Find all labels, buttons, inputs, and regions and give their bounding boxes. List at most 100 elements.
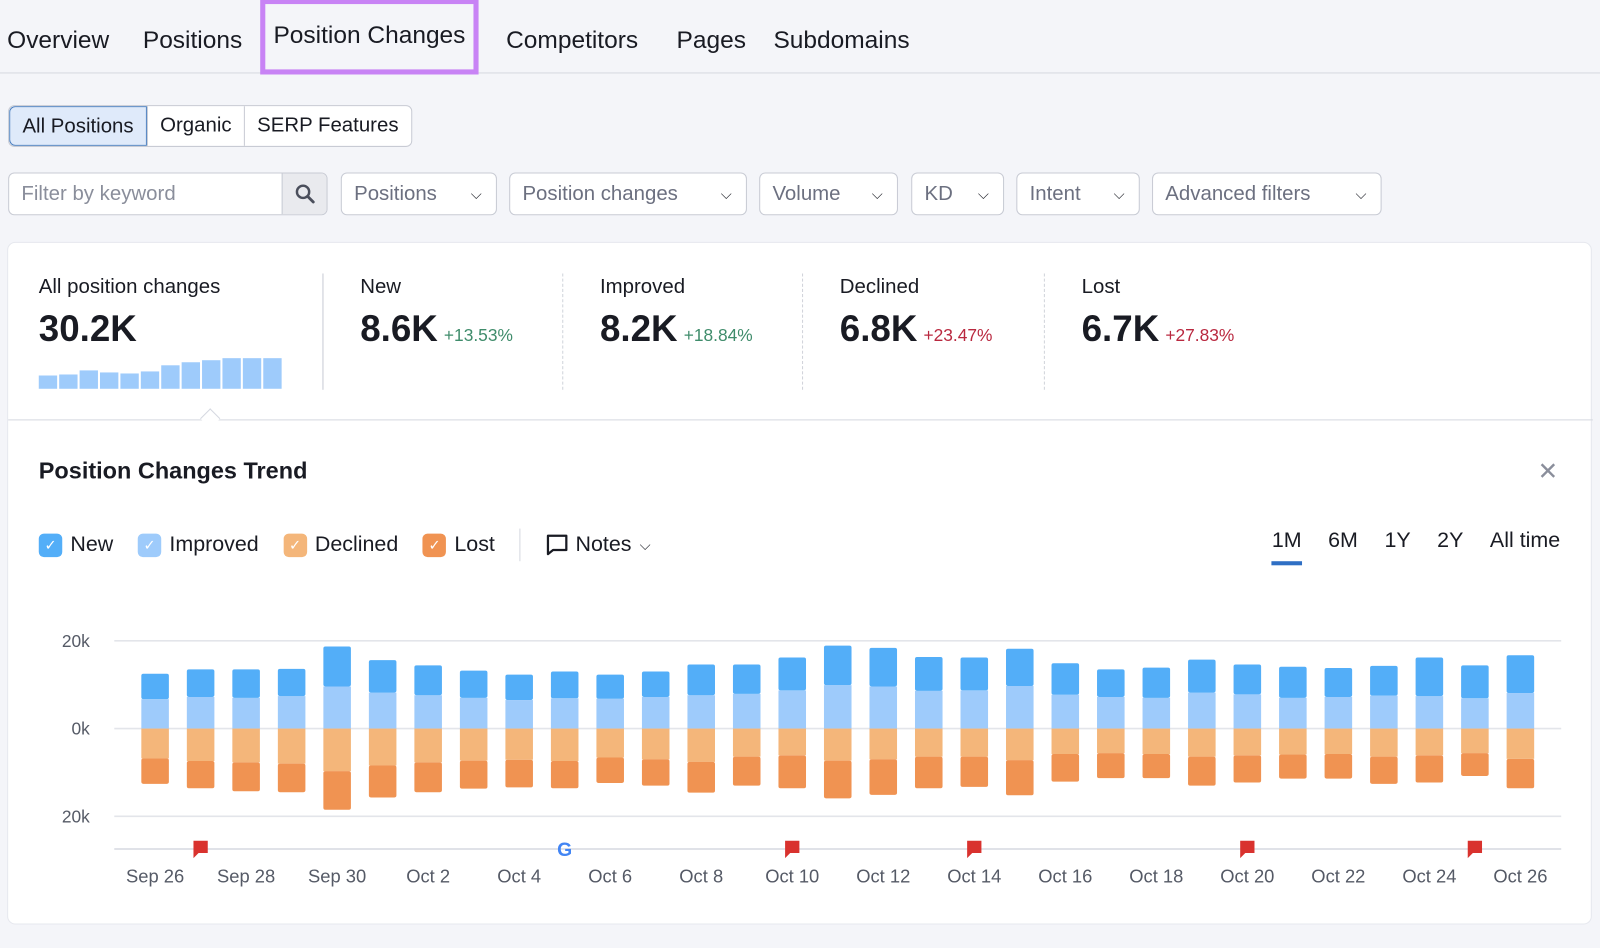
bar-improved[interactable]: [1370, 695, 1398, 729]
metric-declined[interactable]: Declined 6.8K +23.47%: [840, 276, 993, 350]
bar-declined[interactable]: [459, 728, 488, 761]
bar-new[interactable]: [277, 668, 306, 697]
bar-declined[interactable]: [186, 728, 215, 762]
bar-new[interactable]: [1233, 664, 1262, 695]
bar-improved[interactable]: [732, 693, 761, 729]
google-update-icon[interactable]: G: [557, 839, 572, 861]
bar-new[interactable]: [550, 671, 579, 699]
bar-declined[interactable]: [732, 728, 761, 757]
bar-improved[interactable]: [323, 686, 351, 729]
intent-dropdown[interactable]: Intent ⌵: [1016, 172, 1140, 216]
bar-lost[interactable]: [1279, 754, 1307, 779]
bar-improved[interactable]: [1051, 694, 1080, 729]
bar-declined[interactable]: [1051, 728, 1080, 755]
tab-positions[interactable]: Positions: [142, 26, 243, 55]
bar-lost[interactable]: [1461, 753, 1489, 776]
bar-lost[interactable]: [141, 758, 169, 784]
advanced-filters-dropdown[interactable]: Advanced filters ⌵: [1152, 172, 1382, 216]
bar-new[interactable]: [1324, 668, 1353, 697]
bar-lost[interactable]: [869, 759, 898, 795]
tab-subdomains[interactable]: Subdomains: [773, 26, 910, 55]
bar-improved[interactable]: [232, 697, 260, 729]
bar-new[interactable]: [687, 664, 715, 696]
bar-new[interactable]: [1097, 669, 1125, 697]
bar-improved[interactable]: [1415, 696, 1444, 729]
bar-lost[interactable]: [1097, 753, 1125, 779]
bar-new[interactable]: [1415, 657, 1444, 697]
range-all-time[interactable]: All time: [1489, 528, 1561, 553]
bar-lost[interactable]: [960, 756, 989, 787]
bar-improved[interactable]: [141, 699, 169, 729]
bar-new[interactable]: [1051, 663, 1080, 695]
tab-pages[interactable]: Pages: [676, 26, 746, 55]
bar-new[interactable]: [869, 647, 898, 687]
bar-lost[interactable]: [1415, 755, 1444, 783]
metric-new[interactable]: New 8.6K +13.53%: [360, 276, 513, 350]
bar-lost[interactable]: [550, 761, 579, 789]
bar-declined[interactable]: [1415, 728, 1444, 756]
bar-improved[interactable]: [186, 696, 215, 729]
bar-lost[interactable]: [1006, 760, 1034, 796]
bar-declined[interactable]: [596, 728, 624, 758]
bar-new[interactable]: [641, 671, 670, 697]
bar-lost[interactable]: [732, 756, 761, 786]
bar-declined[interactable]: [1097, 728, 1125, 754]
bar-new[interactable]: [1370, 665, 1398, 696]
legend-improved[interactable]: ✓ Improved: [137, 533, 259, 557]
note-flag-icon[interactable]: [1240, 840, 1255, 859]
bar-improved[interactable]: [368, 692, 397, 729]
range-6m[interactable]: 6M: [1328, 528, 1358, 553]
bar-lost[interactable]: [323, 771, 351, 810]
bar-lost[interactable]: [1051, 754, 1080, 782]
bar-improved[interactable]: [596, 698, 624, 729]
legend-declined[interactable]: ✓ Declined: [283, 533, 398, 557]
bar-declined[interactable]: [960, 728, 989, 757]
bar-new[interactable]: [1506, 655, 1535, 694]
bar-declined[interactable]: [141, 728, 169, 759]
segment-all-positions[interactable]: All Positions: [9, 106, 147, 146]
search-button[interactable]: [281, 173, 327, 215]
bar-declined[interactable]: [1142, 728, 1171, 755]
bar-lost[interactable]: [1506, 758, 1535, 789]
bar-improved[interactable]: [459, 697, 488, 729]
keyword-filter-input[interactable]: [9, 173, 283, 215]
bar-declined[interactable]: [687, 728, 715, 762]
bar-improved[interactable]: [687, 695, 715, 729]
bar-lost[interactable]: [277, 763, 306, 793]
bar-improved[interactable]: [1461, 698, 1489, 729]
bar-lost[interactable]: [641, 759, 670, 786]
bar-improved[interactable]: [914, 690, 943, 729]
tab-competitors[interactable]: Competitors: [506, 26, 639, 55]
bar-declined[interactable]: [1324, 728, 1353, 755]
metric-lost[interactable]: Lost 6.7K +27.83%: [1082, 276, 1235, 350]
bar-lost[interactable]: [1233, 755, 1262, 783]
bar-improved[interactable]: [277, 696, 306, 729]
bar-new[interactable]: [823, 645, 852, 686]
positions-dropdown[interactable]: Positions ⌵: [340, 172, 497, 216]
bar-improved[interactable]: [960, 690, 989, 729]
bar-declined[interactable]: [277, 728, 306, 764]
bar-lost[interactable]: [1142, 754, 1171, 779]
bar-declined[interactable]: [1006, 728, 1034, 761]
bar-declined[interactable]: [505, 728, 533, 760]
bar-improved[interactable]: [641, 696, 670, 729]
bar-declined[interactable]: [1506, 728, 1535, 759]
bar-declined[interactable]: [1370, 728, 1398, 757]
bar-declined[interactable]: [778, 728, 807, 756]
bar-declined[interactable]: [414, 728, 442, 763]
bar-improved[interactable]: [869, 686, 898, 729]
tab-position-changes[interactable]: Position Changes: [260, 0, 479, 75]
bar-new[interactable]: [505, 674, 533, 701]
volume-dropdown[interactable]: Volume ⌵: [759, 172, 898, 216]
bar-new[interactable]: [323, 646, 351, 687]
tab-overview[interactable]: Overview: [7, 26, 110, 55]
kd-dropdown[interactable]: KD ⌵: [911, 172, 1005, 216]
bar-lost[interactable]: [1370, 756, 1398, 784]
bar-improved[interactable]: [550, 698, 579, 729]
bar-improved[interactable]: [414, 695, 442, 729]
note-flag-icon[interactable]: [785, 840, 800, 859]
note-flag-icon[interactable]: [967, 840, 982, 859]
bar-declined[interactable]: [368, 728, 397, 766]
bar-new[interactable]: [1188, 659, 1216, 693]
note-flag-icon[interactable]: [193, 840, 208, 859]
